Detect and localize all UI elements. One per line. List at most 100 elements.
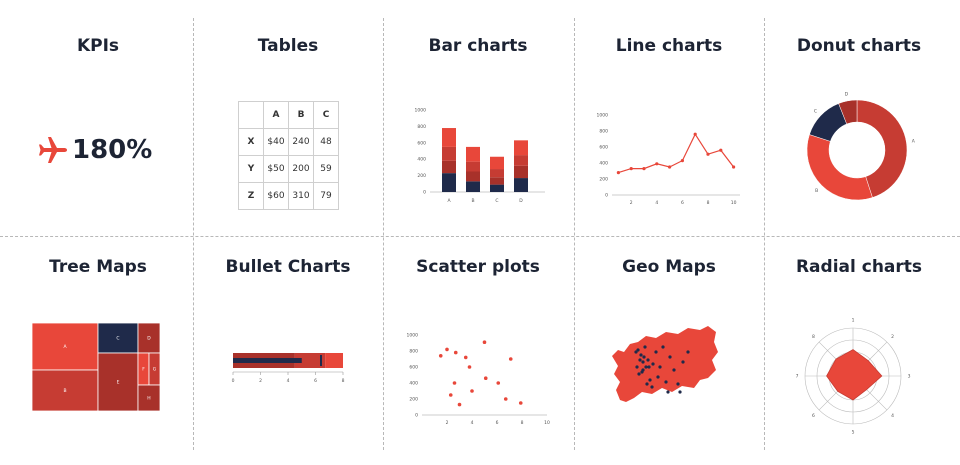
map-point: [634, 350, 638, 354]
data-point: [482, 340, 487, 344]
map-point: [672, 368, 676, 372]
map-point: [639, 353, 643, 357]
table-row: X $40 240 48: [238, 128, 339, 156]
table-cell: 240: [288, 128, 314, 156]
radial-axis-label: 5: [852, 430, 855, 436]
radial-axis-label: 4: [891, 413, 894, 419]
tree-cell-label: E: [117, 380, 120, 386]
data-point: [457, 402, 462, 407]
bar-segment: [466, 181, 480, 192]
map-point: [681, 360, 685, 364]
map-point: [645, 382, 649, 386]
data-point: [642, 167, 646, 171]
divider-horizontal: [0, 236, 960, 237]
table-cell: $40: [263, 128, 289, 156]
sample-table: A B C X $40 240 48 Y $50 200 59 Z $60 31…: [238, 101, 339, 210]
y-tick-label: 800: [417, 124, 426, 130]
bar-segment: [514, 165, 528, 179]
x-tick-label: 8: [342, 378, 345, 384]
panel-title-geo-maps: Geo Maps: [622, 257, 716, 277]
map-point: [641, 368, 645, 372]
bullet-target: [320, 355, 322, 366]
bar-segment: [490, 156, 504, 170]
map-point: [641, 360, 645, 364]
x-tick-label: 4: [655, 200, 658, 206]
tree-cell-label: D: [147, 336, 151, 342]
y-tick-label: 600: [417, 140, 426, 146]
tree-cell: [137, 384, 161, 412]
table-cell: Z: [238, 182, 264, 210]
divider-vertical: [193, 18, 194, 450]
x-tick-label: D: [519, 198, 523, 204]
x-tick-label: 2: [446, 420, 449, 426]
bar-segment: [442, 146, 456, 161]
y-tick-label: 800: [409, 349, 418, 355]
donut-slice: [806, 134, 873, 201]
radial-axis-label: 7: [796, 374, 799, 380]
map-point: [643, 345, 647, 349]
table-row: Z $60 310 79: [238, 182, 339, 210]
data-point: [693, 132, 697, 136]
panel-title-scatter-plots: Scatter plots: [416, 257, 540, 277]
data-point: [616, 171, 620, 175]
map-point: [648, 378, 652, 382]
y-tick-label: 800: [599, 129, 608, 135]
divider-vertical: [383, 18, 384, 450]
geo-map: [612, 326, 718, 402]
bar-segment: [514, 155, 528, 166]
tree-cell-label: G: [153, 367, 157, 373]
y-tick-label: 1000: [415, 108, 427, 114]
x-tick-label: A: [447, 198, 451, 204]
x-tick-label: 6: [314, 378, 317, 384]
donut-slice: [838, 99, 858, 125]
data-point: [503, 397, 508, 401]
y-tick-label: 400: [409, 381, 418, 387]
table-cell: 59: [313, 155, 339, 183]
panel-title-donut-charts: Donut charts: [796, 36, 922, 56]
bar-chart: 0 200 400 600 800 1000 A B C D: [415, 108, 545, 204]
map-point: [646, 358, 650, 362]
data-point: [453, 350, 458, 355]
table-cell: 310: [288, 182, 314, 210]
table-header-cell: [238, 101, 264, 129]
donut-slice: [856, 99, 908, 198]
bar-segment: [490, 169, 504, 178]
x-tick-label: 8: [707, 200, 710, 206]
y-tick-label: 200: [409, 397, 418, 403]
data-point: [445, 347, 449, 352]
panel-title-radial-charts: Radial charts: [795, 257, 923, 277]
bullet-measure: [233, 358, 302, 363]
data-point: [719, 148, 723, 152]
data-point: [518, 401, 523, 405]
map-point: [658, 365, 662, 369]
x-tick-label: 10: [731, 200, 737, 206]
x-tick-label: C: [495, 198, 498, 204]
bar-segment: [490, 184, 504, 192]
map-point: [664, 380, 668, 384]
bullet-chart: 0 2 4 6 8: [232, 353, 345, 384]
tree-cell-label: A: [63, 344, 67, 350]
map-point: [638, 358, 642, 362]
y-tick-label: 1000: [597, 113, 609, 119]
y-tick-label: 400: [417, 157, 426, 163]
bar-segment: [466, 146, 480, 162]
panel-title-tree-maps: Tree Maps: [49, 257, 147, 277]
data-point: [448, 393, 453, 397]
series-line: [618, 132, 735, 174]
data-point: [732, 165, 736, 169]
x-tick-label: B: [471, 198, 474, 204]
scatter-plot: 0 200 400 600 800 1000 2 4 6 8 10: [407, 333, 550, 427]
tree-map: A B C D E F G H: [32, 323, 161, 412]
bullet-range: [294, 353, 326, 368]
table-header-cell: C: [313, 101, 339, 129]
panel-title-tables: Tables: [257, 36, 319, 56]
map-point: [676, 382, 680, 386]
map-point: [666, 390, 670, 394]
data-point: [452, 381, 457, 385]
map-point: [654, 350, 658, 354]
y-tick-label: 200: [599, 177, 608, 183]
map-point: [678, 390, 682, 394]
data-point: [706, 152, 710, 156]
donut-chart: A B C D: [806, 92, 916, 201]
